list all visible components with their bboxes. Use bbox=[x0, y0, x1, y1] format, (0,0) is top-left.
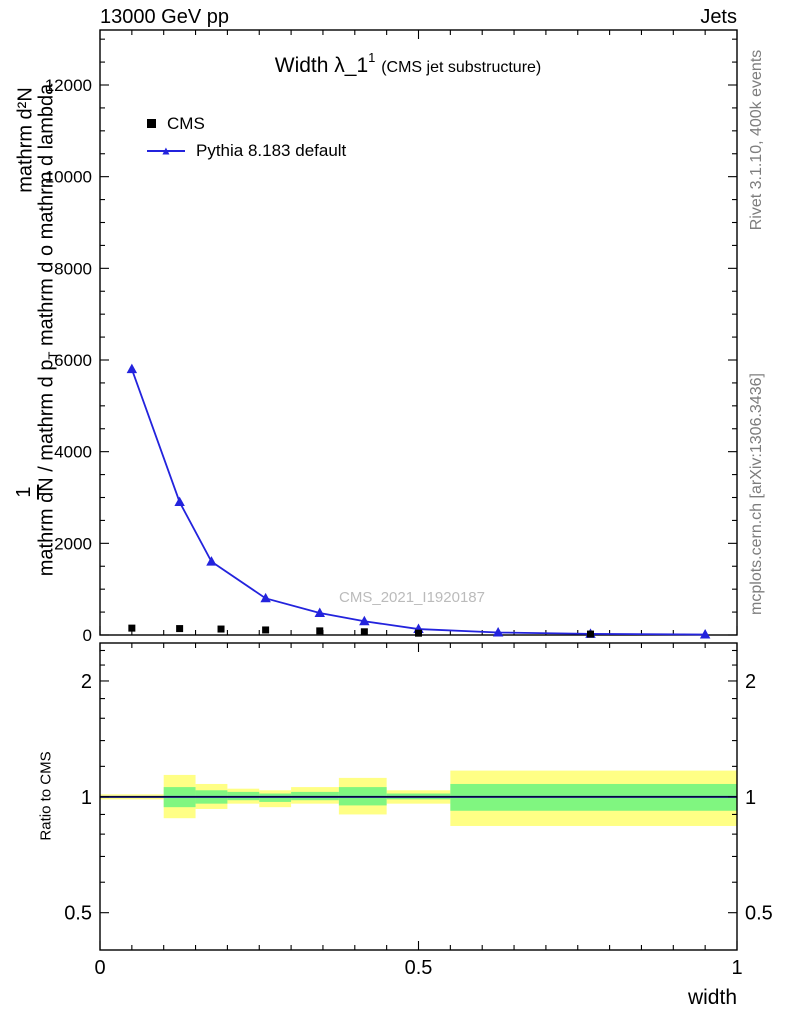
cms-point-marker bbox=[128, 624, 136, 632]
plot-title-main: Width λ_1 bbox=[274, 54, 369, 77]
plot-title: Width λ_11 (CMS jet substructure) bbox=[274, 50, 542, 78]
cms-point-marker bbox=[586, 630, 594, 638]
x-axis-label: width bbox=[687, 986, 737, 1009]
watermark: CMS_2021_I1920187 bbox=[339, 589, 485, 606]
main-y-tick-label: 8000 bbox=[54, 259, 92, 278]
legend-entry-pythia: ▲ Pythia 8.183 default bbox=[147, 137, 346, 164]
pythia-point-marker bbox=[314, 607, 325, 617]
pythia-point-marker bbox=[492, 626, 504, 637]
x-tick-label: 0.5 bbox=[405, 957, 433, 979]
ratio-y-tick-label-right: 0.5 bbox=[745, 903, 773, 925]
mcplots-arxiv-label: mcplots.cern.ch [arXiv:1306.3436] bbox=[748, 373, 765, 615]
pythia-point-marker bbox=[260, 592, 271, 603]
pythia-curve bbox=[131, 368, 706, 636]
plot-title-annotation: (CMS jet substructure) bbox=[381, 59, 542, 76]
y-axis-label: mathrm dN / mathrm d pT mathrm d o mathr… bbox=[36, 84, 61, 577]
y-axis-label-text-2: mathrm d o mathrm d lambda bbox=[35, 83, 58, 352]
pythia-point-marker bbox=[206, 556, 217, 566]
main-y-tick-label: 4000 bbox=[54, 443, 92, 462]
legend-line-pythia bbox=[147, 149, 185, 152]
main-y-tick-label: 12000 bbox=[45, 76, 92, 95]
pythia-point-marker bbox=[699, 629, 711, 639]
ratio-y-tick-label-right: 2 bbox=[745, 671, 756, 693]
legend-label-pythia: Pythia 8.183 default bbox=[196, 140, 347, 160]
y-axis-label-text: mathrm dN / mathrm d p bbox=[35, 359, 58, 577]
y-axis-label-subscript: T bbox=[45, 351, 61, 360]
cms-point-marker bbox=[360, 628, 368, 636]
ratio-y-tick-label-left: 0.5 bbox=[64, 903, 92, 925]
legend-entry-cms: CMS bbox=[147, 110, 346, 137]
ratio-y-tick-label-left: 2 bbox=[81, 671, 92, 693]
cms-point-marker bbox=[176, 625, 184, 633]
cms-point-marker bbox=[217, 625, 225, 633]
main-y-tick-label: 10000 bbox=[45, 168, 92, 187]
cms-point-marker bbox=[316, 627, 324, 635]
main-y-tick-label: 0 bbox=[83, 626, 92, 645]
ratio-y-axis-label: Ratio to CMS bbox=[37, 751, 55, 841]
pythia-point-marker bbox=[126, 363, 138, 374]
beam-energy-label: 13000 GeV pp bbox=[100, 6, 229, 28]
x-tick-label: 0 bbox=[94, 957, 105, 979]
main-y-tick-label: 2000 bbox=[54, 534, 92, 553]
x-tick-label: 1 bbox=[731, 957, 742, 979]
plot-title-superscript: 1 bbox=[368, 50, 376, 65]
legend-triangle-pythia: ▲ bbox=[160, 143, 172, 158]
main-y-tick-label: 6000 bbox=[54, 351, 92, 370]
pythia-point-marker bbox=[359, 615, 370, 626]
ratio-y-tick-label-left: 1 bbox=[81, 787, 92, 809]
rivet-version-label: Rivet 3.1.10, 400k events bbox=[748, 49, 765, 231]
cms-point-marker bbox=[415, 629, 422, 637]
ratio-y-tick-label-right: 1 bbox=[745, 787, 756, 809]
legend-label-cms: CMS bbox=[167, 113, 205, 133]
pythia-point-marker bbox=[174, 496, 185, 507]
legend-swatch-cms bbox=[147, 119, 156, 128]
legend-marker-pythia: ▲ bbox=[147, 144, 185, 158]
cms-point-marker bbox=[262, 626, 270, 634]
y-axis-label-numerator: mathrm d²N bbox=[14, 87, 37, 193]
legend: CMS ▲ Pythia 8.183 default bbox=[147, 110, 346, 164]
process-label: Jets bbox=[700, 6, 737, 28]
